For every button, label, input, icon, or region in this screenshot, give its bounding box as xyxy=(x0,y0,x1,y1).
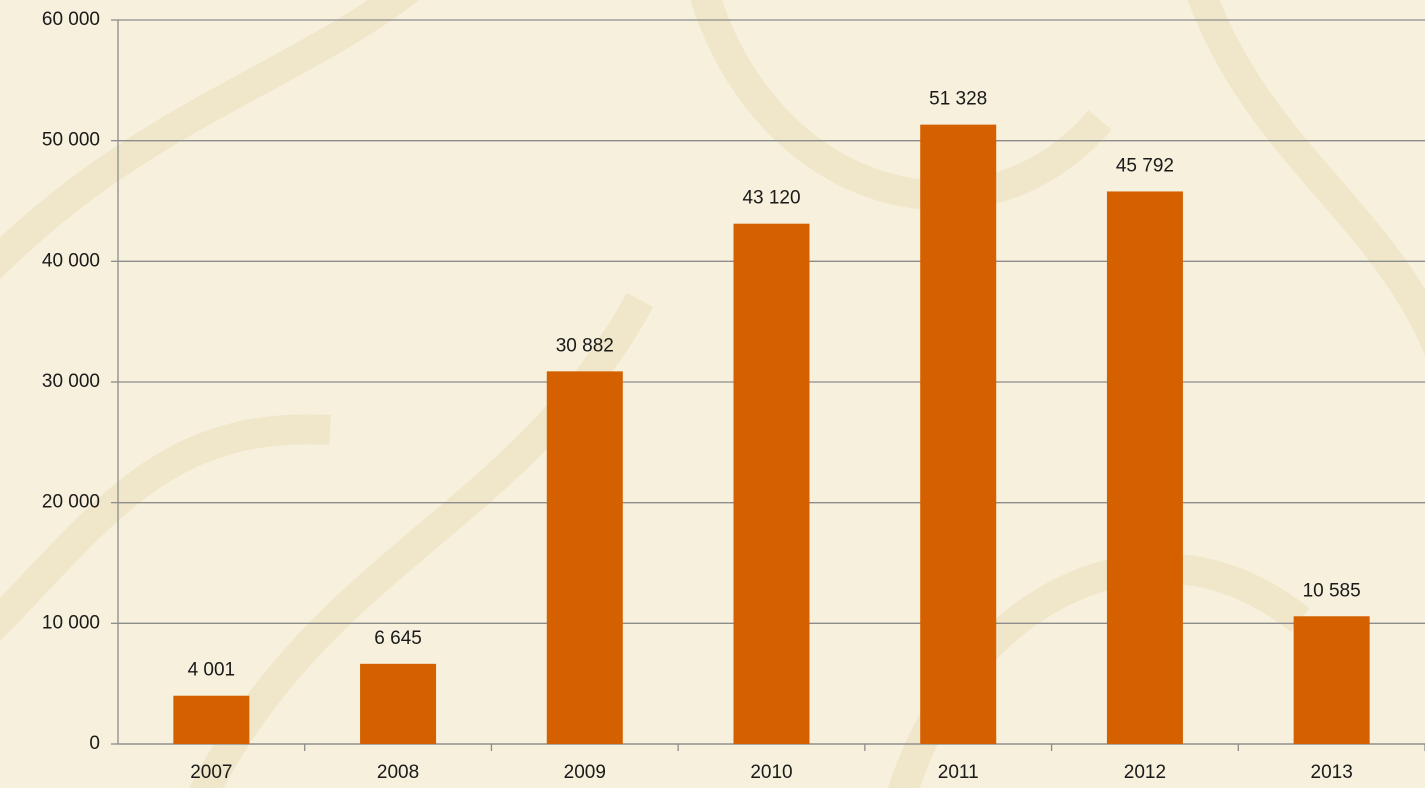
y-tick-label: 0 xyxy=(89,733,100,754)
data-label: 10 585 xyxy=(1303,580,1361,601)
data-label: 45 792 xyxy=(1116,155,1174,176)
bar xyxy=(920,124,997,744)
x-tick-label: 2007 xyxy=(190,762,232,783)
x-tick-label: 2013 xyxy=(1311,762,1353,783)
bar xyxy=(546,371,623,744)
bar xyxy=(1293,616,1370,744)
y-tick-label: 40 000 xyxy=(42,250,100,271)
y-tick-label: 60 000 xyxy=(42,9,100,30)
bar xyxy=(360,663,437,744)
bar xyxy=(173,695,250,744)
data-label: 4 001 xyxy=(188,660,236,681)
y-tick-label: 30 000 xyxy=(42,371,100,392)
x-tick-label: 2008 xyxy=(377,762,419,783)
bar xyxy=(1106,191,1183,744)
data-label: 51 328 xyxy=(929,89,987,110)
data-label: 43 120 xyxy=(742,188,800,209)
x-tick-label: 2010 xyxy=(750,762,792,783)
bar xyxy=(733,223,810,745)
x-tick-label: 2011 xyxy=(938,762,979,783)
y-tick-label: 10 000 xyxy=(42,612,100,633)
y-tick-label: 50 000 xyxy=(42,130,100,151)
x-tick-label: 2009 xyxy=(564,762,606,783)
y-tick-label: 20 000 xyxy=(42,492,100,513)
data-label: 6 645 xyxy=(374,628,422,649)
x-tick-label: 2012 xyxy=(1124,762,1166,783)
data-label: 30 882 xyxy=(556,335,614,356)
